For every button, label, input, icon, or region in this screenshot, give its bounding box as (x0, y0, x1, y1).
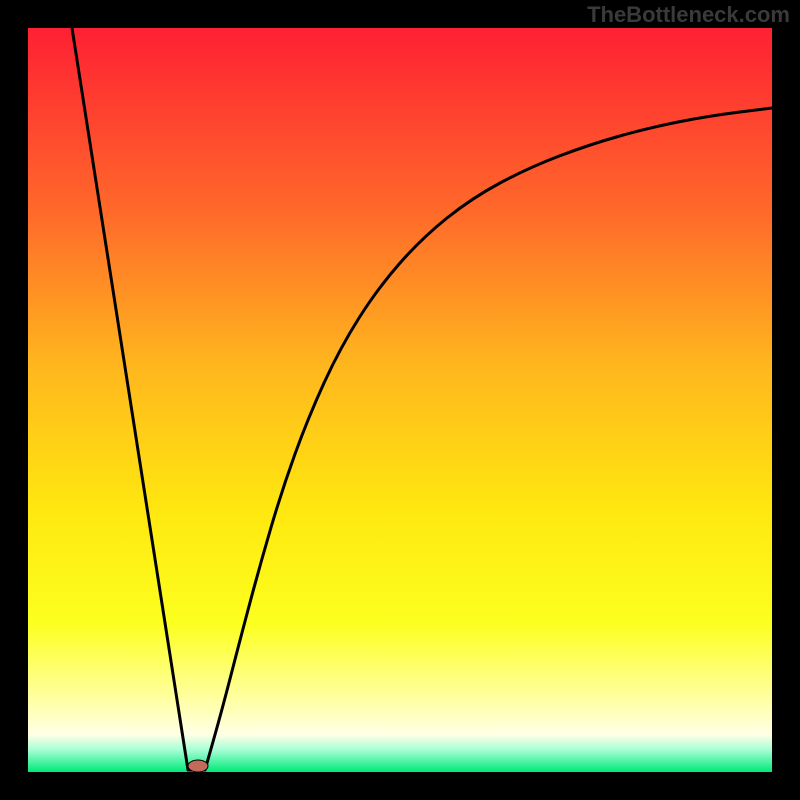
bottleneck-chart: TheBottleneck.com (0, 0, 800, 800)
optimal-marker (188, 760, 208, 772)
chart-svg: TheBottleneck.com (0, 0, 800, 800)
attribution-text: TheBottleneck.com (587, 2, 790, 27)
plot-background (28, 28, 772, 772)
